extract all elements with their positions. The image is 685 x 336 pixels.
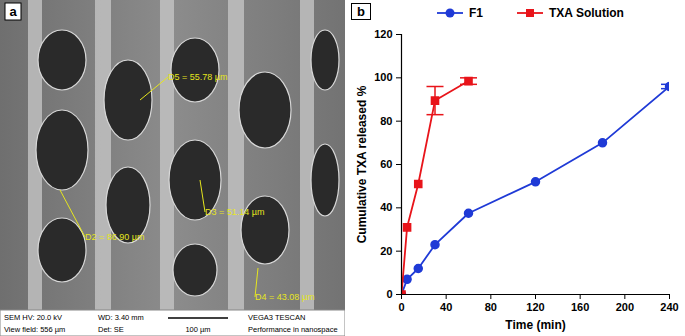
svg-text:View field: 556 µm: View field: 556 µm: [4, 325, 65, 334]
html-text:TXA Solution: TXA Solution: [549, 6, 624, 20]
svg-text:Performance in nanospace: Performance in nanospace: [248, 325, 338, 334]
svg-text:D3 = 51.14 µm: D3 = 51.14 µm: [205, 207, 264, 217]
svg-text:40: 40: [380, 201, 392, 213]
svg-text:WD: 3.40 mm: WD: 3.40 mm: [98, 313, 144, 322]
svg-text:D4 = 43.08 µm: D4 = 43.08 µm: [255, 292, 314, 302]
svg-text:D2 = 86.90 µm: D2 = 86.90 µm: [85, 232, 144, 242]
svg-text:100 µm: 100 µm: [185, 325, 210, 334]
svg-text:20: 20: [380, 245, 392, 257]
svg-text:160: 160: [571, 301, 589, 313]
html-text:b: b: [357, 4, 365, 19]
html-text:F1: F1: [469, 6, 483, 20]
svg-text:200: 200: [616, 301, 634, 313]
svg-text:VEGA3 TESCAN: VEGA3 TESCAN: [248, 313, 305, 322]
svg-text:0: 0: [386, 288, 392, 300]
svg-text:120: 120: [526, 301, 544, 313]
svg-text:100: 100: [374, 71, 392, 83]
svg-text:80: 80: [380, 115, 392, 127]
svg-text:Cumulative TXA released %: Cumulative TXA released %: [355, 85, 369, 243]
svg-text:40: 40: [440, 301, 452, 313]
svg-text:Time (min): Time (min): [505, 318, 565, 332]
svg-text:Det: SE: Det: SE: [98, 325, 124, 334]
svg-text:0: 0: [398, 301, 404, 313]
svg-text:a: a: [9, 4, 17, 19]
svg-text:60: 60: [380, 158, 392, 170]
svg-text:120: 120: [374, 28, 392, 40]
svg-text:D5 = 55.78 µm: D5 = 55.78 µm: [168, 72, 227, 82]
svg-text:80: 80: [485, 301, 497, 313]
svg-text:SEM HV: 20.0 kV: SEM HV: 20.0 kV: [4, 313, 62, 322]
svg-text:240: 240: [660, 301, 678, 313]
